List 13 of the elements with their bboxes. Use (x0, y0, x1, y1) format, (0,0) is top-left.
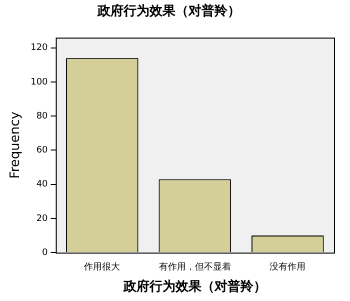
y-tick-label: 120 (30, 43, 48, 54)
y-tick-label: 80 (36, 111, 48, 122)
y-tick-label: 100 (30, 77, 48, 88)
x-tick-label: 没有作用 (270, 261, 306, 272)
x-tick-label: 有作用，但不显着 (158, 261, 231, 272)
x-axis-title: 政府行为效果（对普羚） (122, 278, 266, 295)
y-tick-label: 20 (36, 214, 48, 224)
y-tick-label: 60 (36, 146, 48, 156)
x-tick-label: 作用很大 (83, 261, 120, 272)
y-axis-title: Frequency (8, 111, 24, 179)
chart-title: 政府行为效果（对普羚） (96, 3, 240, 20)
y-tick-label: 40 (36, 180, 48, 190)
y-tick-label: 0 (42, 248, 48, 258)
